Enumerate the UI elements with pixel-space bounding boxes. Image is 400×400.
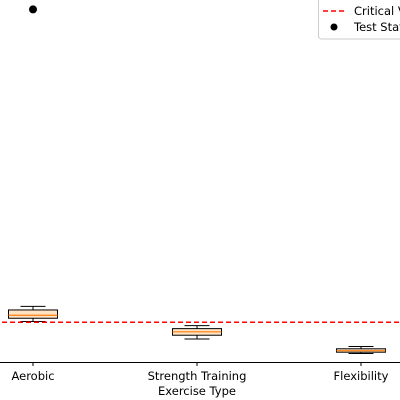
- box-body: [8, 309, 58, 319]
- legend: Critical Value Test Statistic: [318, 0, 400, 40]
- reference-lines: [2, 5, 400, 323]
- legend-frame: [318, 0, 400, 40]
- legend-test-marker: [330, 23, 338, 31]
- test-statistic-point: [29, 5, 37, 14]
- legend-critical-label: Critical Value: [354, 4, 400, 18]
- box-plots: [8, 305, 386, 355]
- x-tick-label: Strength Training: [148, 369, 247, 383]
- box-3: [336, 346, 386, 355]
- box-1: [8, 305, 58, 322]
- x-axis-label: Exercise Type: [158, 384, 236, 398]
- x-tick-label: Flexibility: [334, 369, 389, 383]
- x-ticks: Aerobic Strength Training Flexibility: [11, 362, 389, 383]
- x-tick-label: Aerobic: [11, 369, 54, 383]
- legend-test-label: Test Statistic: [353, 20, 400, 34]
- box-2: [172, 325, 222, 340]
